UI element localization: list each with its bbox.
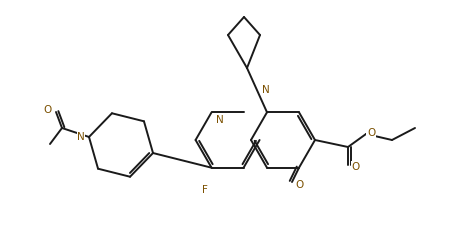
Text: O: O xyxy=(367,128,375,138)
Text: N: N xyxy=(262,85,270,95)
Text: F: F xyxy=(202,185,208,195)
Text: N: N xyxy=(216,115,224,125)
Text: N: N xyxy=(77,132,85,142)
Text: O: O xyxy=(296,180,304,190)
Text: O: O xyxy=(44,105,52,115)
Text: O: O xyxy=(352,162,360,172)
